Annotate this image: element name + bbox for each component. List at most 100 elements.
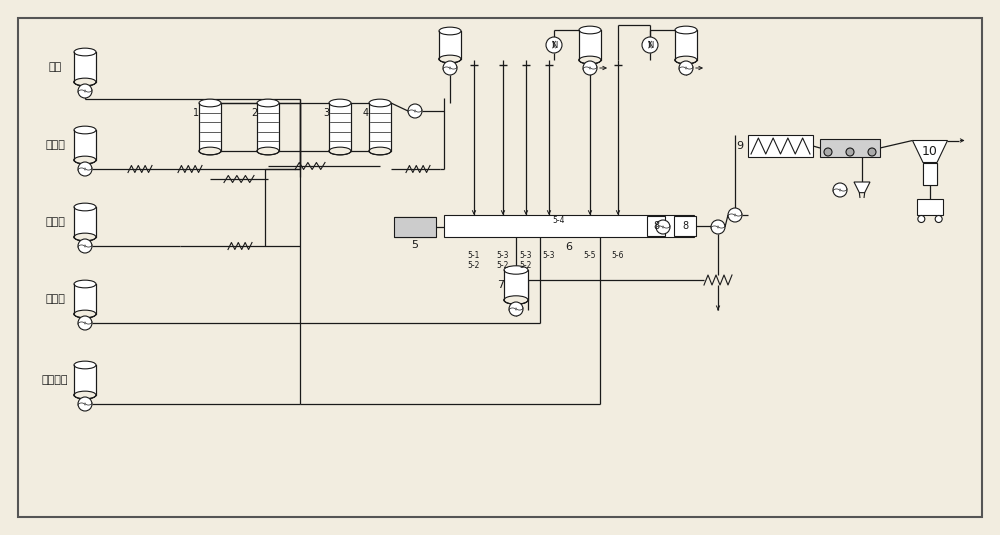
Bar — [504, 270, 528, 300]
Ellipse shape — [579, 56, 601, 64]
Circle shape — [833, 183, 847, 197]
Ellipse shape — [257, 147, 279, 155]
Circle shape — [656, 220, 670, 234]
Ellipse shape — [199, 147, 221, 155]
Circle shape — [868, 148, 876, 156]
Ellipse shape — [579, 56, 601, 64]
Ellipse shape — [74, 156, 96, 164]
Ellipse shape — [675, 56, 697, 64]
Circle shape — [918, 216, 925, 223]
Text: 5-5: 5-5 — [584, 250, 596, 259]
Text: 8: 8 — [653, 221, 659, 231]
Text: 5-3: 5-3 — [520, 250, 532, 259]
Ellipse shape — [74, 361, 96, 369]
Bar — [74, 284, 96, 314]
Circle shape — [546, 37, 562, 53]
Text: 10: 10 — [922, 145, 938, 158]
Ellipse shape — [74, 126, 96, 134]
Circle shape — [679, 61, 693, 75]
Ellipse shape — [329, 147, 351, 155]
Circle shape — [78, 316, 92, 330]
Text: 5-4: 5-4 — [553, 216, 565, 225]
Ellipse shape — [74, 48, 96, 56]
Text: 6: 6 — [566, 242, 572, 252]
Circle shape — [78, 162, 92, 176]
Bar — [369, 103, 391, 151]
Bar — [674, 216, 696, 236]
Text: 5-2: 5-2 — [520, 261, 532, 270]
Text: N: N — [551, 41, 557, 50]
Bar — [444, 215, 694, 237]
Text: 5: 5 — [412, 240, 418, 250]
Circle shape — [78, 239, 92, 253]
Ellipse shape — [439, 55, 461, 63]
Ellipse shape — [199, 99, 221, 107]
Ellipse shape — [579, 26, 601, 34]
Circle shape — [642, 37, 658, 53]
Ellipse shape — [504, 296, 528, 304]
Text: 助剂: 助剂 — [48, 62, 62, 72]
Text: 5-2: 5-2 — [468, 261, 480, 270]
Circle shape — [443, 61, 457, 75]
Circle shape — [583, 61, 597, 75]
Ellipse shape — [257, 99, 279, 107]
Text: 5-3: 5-3 — [497, 250, 509, 259]
Text: 二烯烃: 二烯烃 — [45, 294, 65, 304]
Ellipse shape — [74, 310, 96, 318]
Text: 9: 9 — [736, 141, 744, 151]
Text: 环氧化物: 环氧化物 — [42, 375, 68, 385]
Bar — [74, 52, 96, 82]
Bar — [923, 163, 937, 185]
Text: 3: 3 — [323, 108, 329, 118]
Bar — [257, 103, 279, 151]
Ellipse shape — [369, 147, 391, 155]
Bar — [675, 30, 697, 60]
Bar — [917, 199, 943, 215]
Circle shape — [935, 216, 942, 223]
Ellipse shape — [74, 156, 96, 164]
Ellipse shape — [504, 266, 528, 274]
Bar — [820, 139, 880, 157]
Polygon shape — [912, 141, 947, 163]
Ellipse shape — [74, 78, 96, 86]
Text: 5-6: 5-6 — [612, 250, 624, 259]
Ellipse shape — [74, 203, 96, 211]
Bar — [748, 135, 813, 157]
Bar — [579, 30, 601, 60]
Ellipse shape — [504, 296, 528, 304]
Ellipse shape — [369, 99, 391, 107]
Bar — [74, 130, 96, 160]
Ellipse shape — [74, 233, 96, 241]
Text: 芳烯烃: 芳烯烃 — [45, 217, 65, 227]
Ellipse shape — [74, 78, 96, 86]
Bar — [647, 216, 665, 236]
Ellipse shape — [74, 310, 96, 318]
Text: 4: 4 — [363, 108, 369, 118]
Bar — [439, 31, 461, 59]
Text: N: N — [647, 41, 653, 50]
Bar — [74, 365, 96, 395]
Ellipse shape — [74, 391, 96, 399]
Text: 1: 1 — [193, 108, 199, 118]
Text: 5-1: 5-1 — [468, 250, 480, 259]
Circle shape — [711, 220, 725, 234]
Circle shape — [78, 84, 92, 98]
Ellipse shape — [74, 280, 96, 288]
Ellipse shape — [439, 27, 461, 35]
Text: 2: 2 — [251, 108, 257, 118]
Text: 5-3: 5-3 — [543, 250, 555, 259]
Ellipse shape — [74, 391, 96, 399]
Bar — [199, 103, 221, 151]
Circle shape — [846, 148, 854, 156]
Text: 5-2: 5-2 — [497, 261, 509, 270]
Bar — [329, 103, 351, 151]
Ellipse shape — [74, 233, 96, 241]
Text: 8: 8 — [682, 221, 688, 231]
Ellipse shape — [675, 56, 697, 64]
Circle shape — [408, 104, 422, 118]
Ellipse shape — [675, 26, 697, 34]
Bar — [394, 217, 436, 237]
Ellipse shape — [439, 55, 461, 63]
Circle shape — [78, 397, 92, 411]
Text: 烃熔剂: 烃熔剂 — [45, 140, 65, 150]
